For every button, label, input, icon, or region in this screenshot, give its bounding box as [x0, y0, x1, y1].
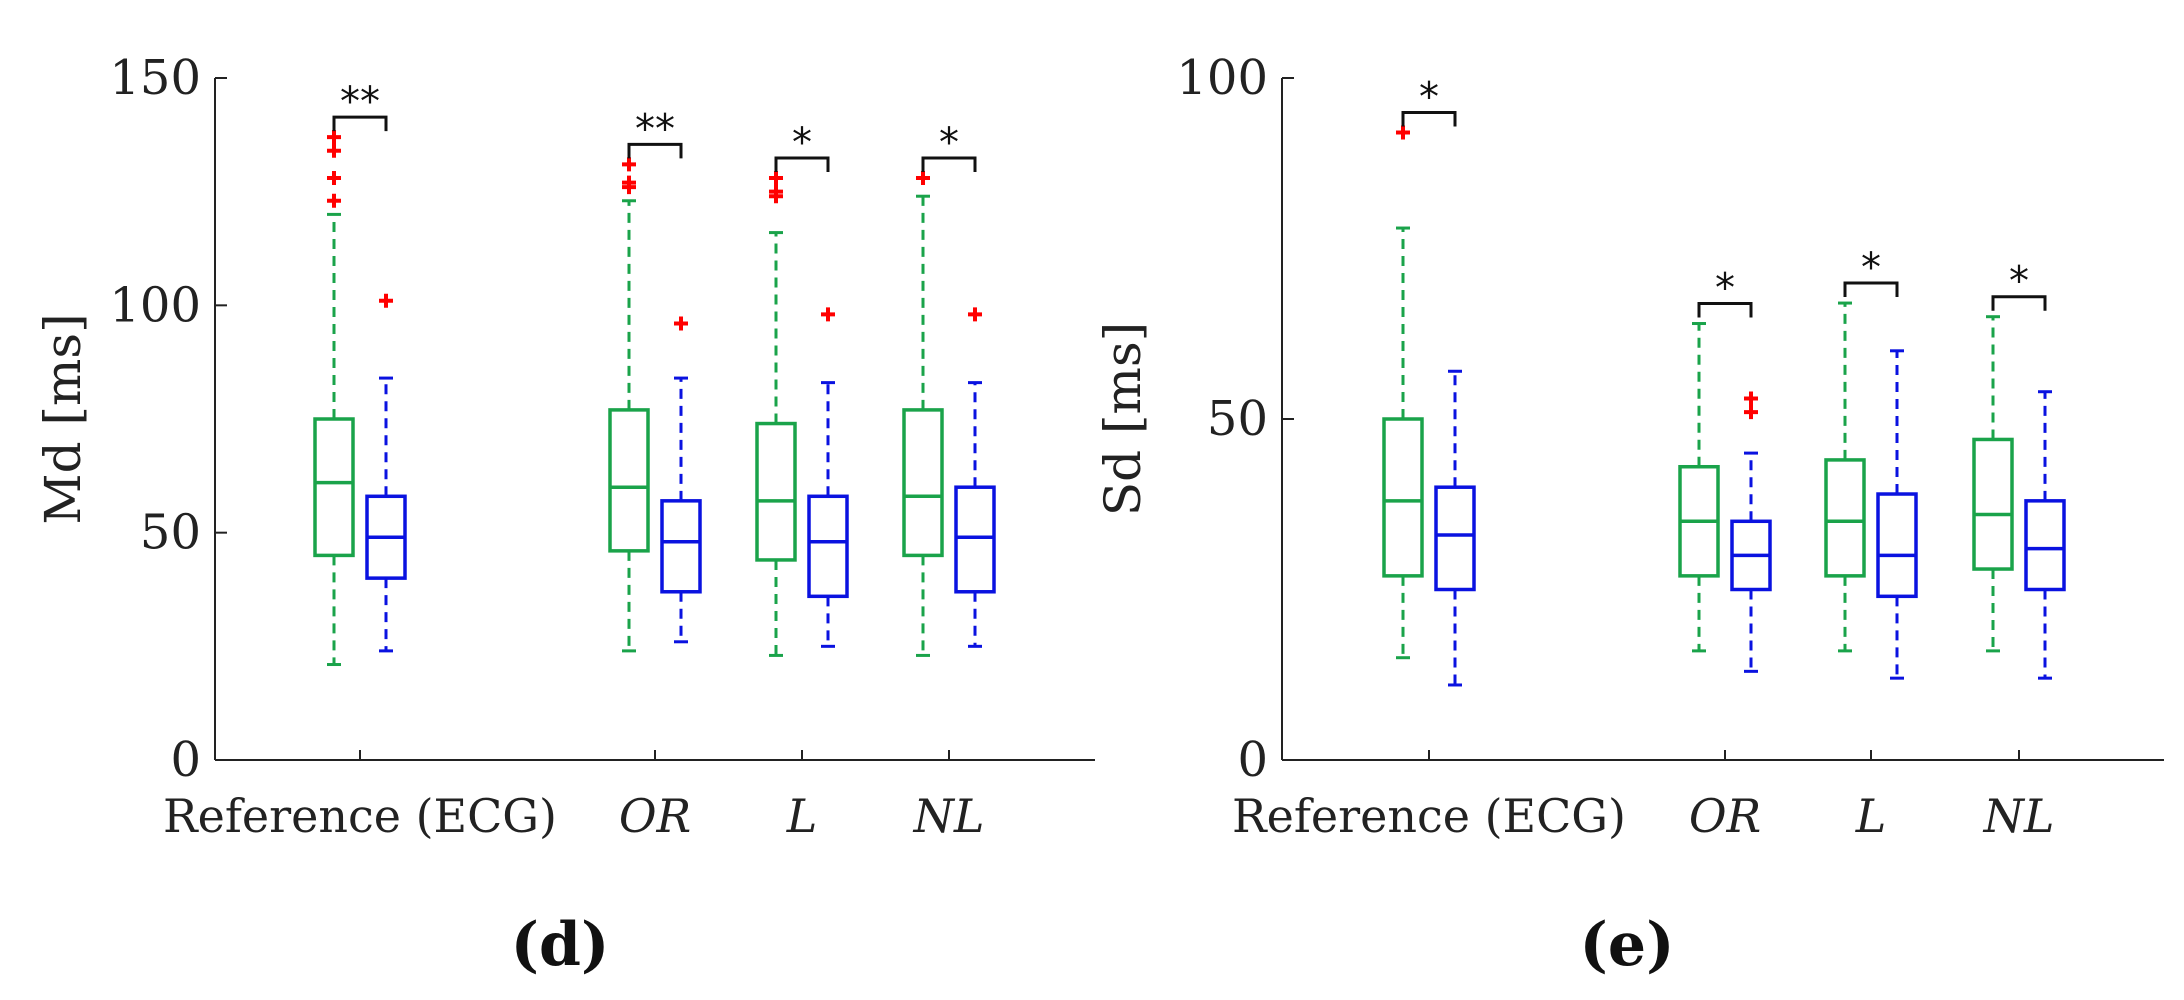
- box-group: OR *: [1678, 266, 1772, 843]
- box-blue: [807, 307, 849, 648]
- box-group: L*: [755, 120, 849, 843]
- significance-label: *: [1419, 75, 1439, 121]
- box-green: [755, 171, 797, 657]
- significance-label: *: [939, 120, 959, 166]
- y-tick-label: 50: [140, 505, 201, 561]
- significance-bracket: [627, 142, 683, 159]
- x-tick-label: Reference (ECG): [163, 789, 557, 843]
- box-iqr: [2024, 499, 2066, 592]
- box-iqr: [807, 494, 849, 599]
- box-blue: [1434, 369, 1476, 687]
- significance-label: **: [340, 79, 380, 125]
- box-iqr: [755, 421, 797, 562]
- box-blue: [954, 307, 996, 648]
- significance-label: *: [792, 120, 812, 166]
- outlier-marker: [327, 143, 341, 158]
- panel-label: (e): [1580, 910, 1675, 980]
- box-iqr: [902, 408, 944, 558]
- box-group: NL *: [1972, 259, 2066, 843]
- outlier-marker: [622, 157, 636, 172]
- significance-label: **: [635, 106, 675, 152]
- significance-bracket: [774, 156, 830, 173]
- y-tick-label: 100: [109, 277, 201, 333]
- x-tick-label: L: [786, 789, 818, 843]
- box-blue: [2024, 390, 2066, 680]
- significance-label: *: [1715, 266, 1735, 312]
- significance-bracket: [1697, 302, 1753, 318]
- box-iqr: [1434, 485, 1476, 592]
- x-tick-label: OR: [1689, 789, 1761, 843]
- box-iqr: [608, 408, 650, 553]
- box-blue: [365, 293, 407, 653]
- box-group: Reference (ECG) **: [163, 79, 557, 843]
- outlier-marker: [674, 316, 688, 331]
- y-tick-label: 100: [1176, 50, 1268, 106]
- y-tick-label: 0: [170, 732, 201, 788]
- x-tick-label: L: [1855, 789, 1887, 843]
- x-tick-label: NL: [1983, 789, 2055, 843]
- outlier-marker: [916, 171, 930, 186]
- outlier-marker: [1744, 391, 1758, 406]
- box-green: [1972, 315, 2014, 653]
- outlier-marker: [821, 307, 835, 322]
- box-green: [1382, 125, 1424, 660]
- box-blue: [1876, 349, 1918, 680]
- significance-bracket: [921, 156, 977, 173]
- y-tick-label: 50: [1207, 391, 1268, 447]
- box-group: NL *: [902, 120, 996, 843]
- y-tick-label: 0: [1237, 732, 1268, 788]
- outlier-marker: [769, 171, 783, 186]
- x-tick-label: Reference (ECG): [1232, 789, 1626, 843]
- box-green: [1678, 322, 1720, 653]
- y-tick-label: 150: [109, 50, 201, 106]
- outlier-marker: [327, 193, 341, 208]
- box-iqr: [313, 417, 355, 558]
- outlier-marker: [1396, 125, 1410, 140]
- outlier-marker: [327, 171, 341, 186]
- box-iqr: [1876, 492, 1918, 599]
- y-axis-label: Md [ms]: [34, 313, 92, 524]
- box-group: L*: [1824, 245, 1918, 843]
- box-green: [1824, 301, 1866, 653]
- outlier-marker: [968, 307, 982, 322]
- box-green: [902, 171, 944, 657]
- outlier-marker: [622, 175, 636, 190]
- box-blue: [660, 316, 702, 644]
- outlier-marker: [769, 184, 783, 199]
- outlier-marker: [1744, 405, 1758, 420]
- box-group: OR **: [608, 106, 702, 843]
- x-tick-label: NL: [913, 789, 985, 843]
- box-iqr: [660, 499, 702, 594]
- significance-bracket: [1401, 111, 1457, 127]
- box-green: [313, 130, 355, 667]
- panel-label: (d): [511, 910, 610, 980]
- box-iqr: [954, 485, 996, 594]
- box-group: Reference (ECG) *: [1232, 75, 1626, 843]
- significance-bracket: [332, 115, 388, 132]
- significance-label: *: [1861, 245, 1881, 291]
- y-axis-label: Sd [ms]: [1094, 322, 1152, 516]
- x-tick-label: OR: [619, 789, 691, 843]
- box-green: [608, 157, 650, 653]
- outlier-marker: [327, 130, 341, 145]
- box-iqr: [1382, 417, 1424, 578]
- significance-bracket: [1843, 281, 1899, 298]
- significance-bracket: [1991, 295, 2047, 311]
- significance-label: *: [2009, 259, 2029, 305]
- box-iqr: [1972, 437, 2014, 571]
- box-iqr: [1824, 458, 1866, 578]
- outlier-marker: [379, 293, 393, 308]
- box-blue: [1730, 391, 1772, 673]
